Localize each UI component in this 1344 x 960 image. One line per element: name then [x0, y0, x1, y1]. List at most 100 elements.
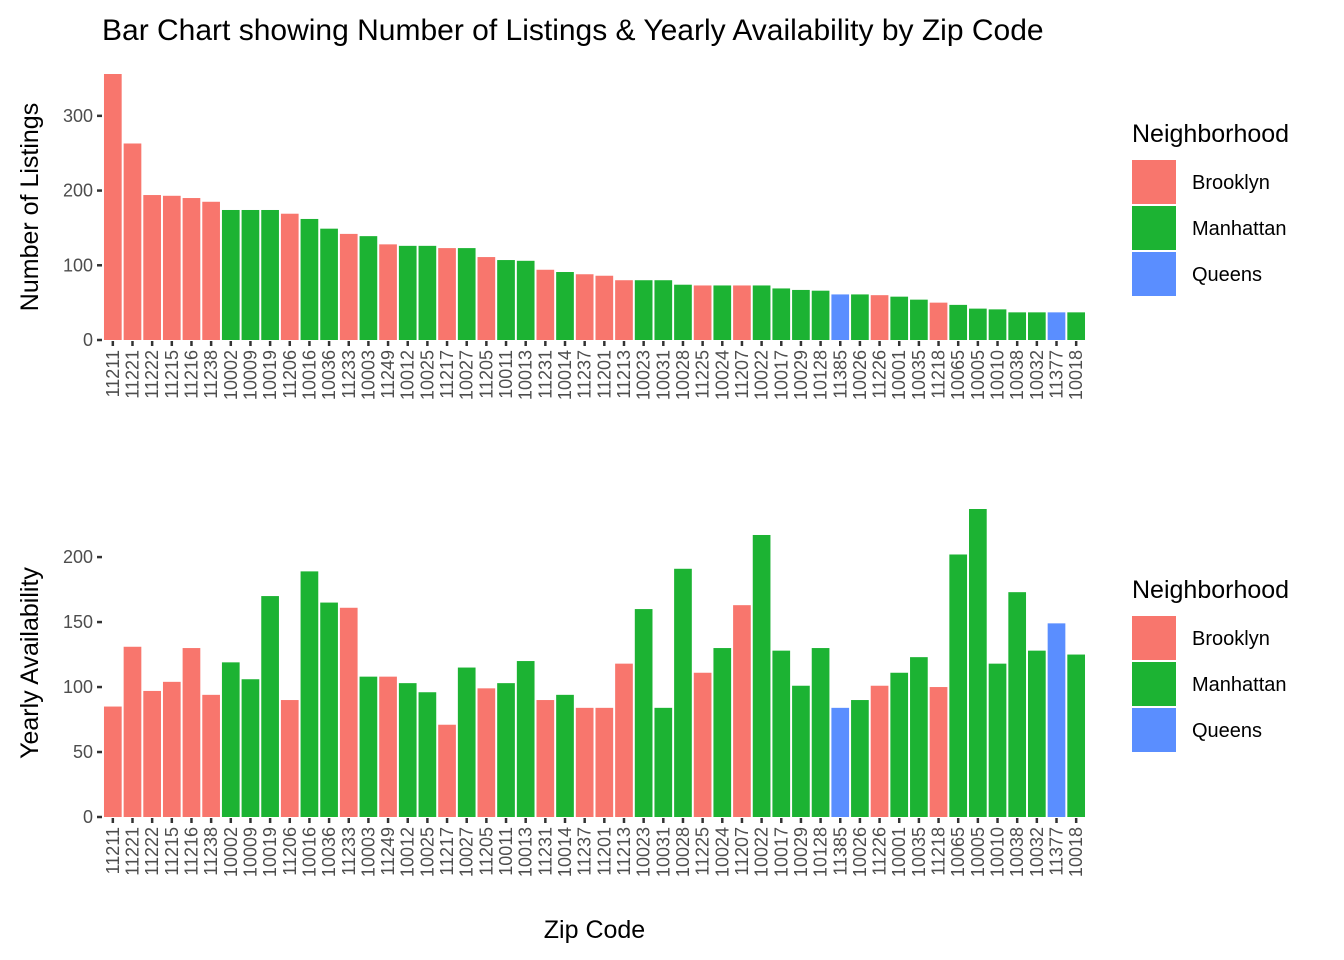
y-axis-title: Yearly Availability — [16, 567, 44, 759]
x-tick-label: 10013 — [516, 350, 536, 400]
y-axis-title: Number of Listings — [16, 103, 44, 311]
x-tick-label: 11207 — [732, 350, 752, 399]
bar-10012 — [398, 683, 417, 817]
y-tick-label: 200 — [63, 547, 93, 567]
bar-11218 — [929, 302, 948, 340]
x-tick-label: 10011 — [496, 827, 516, 876]
chart-title: Bar Chart showing Number of Listings & Y… — [102, 14, 1044, 47]
legend-label-manhattan: Manhattan — [1192, 674, 1287, 696]
bar-11237 — [575, 274, 594, 340]
bar-10013 — [516, 661, 535, 817]
x-tick-label: 10010 — [988, 350, 1008, 400]
x-tick-label: 11238 — [201, 350, 221, 399]
bar-11217 — [438, 724, 456, 817]
bar-11211 — [103, 706, 122, 817]
x-tick-label: 10031 — [653, 350, 673, 400]
legend-label-brooklyn: Brooklyn — [1192, 172, 1270, 194]
bar-11233 — [339, 607, 358, 817]
bar-11385 — [831, 294, 850, 340]
y-tick-label: 50 — [73, 742, 93, 762]
bar-10035 — [910, 299, 928, 340]
bar-10026 — [851, 294, 869, 340]
bar-10018 — [1067, 654, 1086, 817]
x-tick-label: 11215 — [162, 350, 182, 399]
legend-label-queens: Queens — [1192, 264, 1262, 286]
x-tick-label: 10009 — [240, 350, 260, 400]
x-axis-title: Zip Code — [544, 916, 645, 944]
bar-10025 — [418, 692, 437, 817]
bar-10002 — [221, 209, 240, 340]
x-tick-label: 10019 — [260, 827, 280, 877]
x-tick-label: 11226 — [870, 827, 890, 876]
bar-10036 — [320, 602, 338, 817]
bar-10031 — [654, 280, 673, 340]
x-tick-label: 11222 — [142, 350, 162, 399]
bar-10003 — [359, 676, 378, 817]
x-tick-label: 10003 — [358, 827, 378, 877]
bar-10016 — [300, 571, 319, 817]
bar-11205 — [477, 257, 496, 340]
bar-10019 — [261, 209, 279, 340]
bar-10005 — [969, 509, 987, 817]
bar-10038 — [1008, 312, 1027, 340]
x-tick-label: 10065 — [948, 350, 968, 400]
bar-11221 — [123, 143, 142, 340]
x-tick-label: 11233 — [339, 350, 359, 399]
bar-10016 — [300, 218, 319, 340]
bar-11238 — [202, 201, 220, 340]
x-tick-label: 10022 — [752, 827, 772, 877]
bar-10024 — [713, 285, 732, 340]
x-tick-label: 11206 — [280, 827, 300, 876]
bar-10009 — [241, 209, 260, 340]
x-tick-label: 10023 — [634, 827, 654, 877]
bar-11201 — [595, 707, 614, 817]
bar-11377 — [1047, 312, 1066, 340]
bar-10011 — [497, 260, 515, 340]
bar-10001 — [890, 672, 909, 817]
x-tick-label: 10027 — [457, 350, 477, 400]
bar-11206 — [280, 700, 299, 817]
y-tick-label: 0 — [83, 330, 93, 350]
bar-11207 — [733, 285, 751, 340]
legend-key-brooklyn — [1132, 616, 1176, 660]
x-tick-label: 10017 — [771, 350, 791, 400]
bar-11216 — [182, 198, 201, 340]
bar-11231 — [536, 700, 555, 817]
legend-label-manhattan: Manhattan — [1192, 218, 1287, 240]
listings-panel: 11211 11221 11222 11215 11216 11238 10002 10009… — [16, 74, 1289, 400]
bar-11225 — [693, 672, 712, 817]
x-tick-label: 11233 — [339, 827, 359, 876]
x-tick-label: 11238 — [201, 827, 221, 876]
bar-11238 — [202, 694, 220, 817]
bar-11222 — [143, 195, 161, 340]
bar-10065 — [949, 304, 968, 340]
x-tick-label: 11211 — [103, 350, 123, 397]
x-tick-label: 11213 — [614, 350, 634, 399]
legend-title: Neighborhood — [1132, 120, 1289, 148]
x-tick-label: 11221 — [122, 350, 142, 399]
x-tick-label: 10035 — [909, 350, 929, 400]
bar-11226 — [870, 685, 889, 817]
bar-11237 — [575, 707, 594, 817]
bar-11231 — [536, 269, 555, 340]
x-tick-label: 11222 — [142, 827, 162, 876]
bar-10128 — [811, 648, 830, 817]
legend-key-queens — [1132, 252, 1176, 296]
bar-10019 — [261, 596, 279, 817]
x-tick-label: 10029 — [791, 350, 811, 400]
bar-10024 — [713, 648, 732, 817]
x-tick-label: 10024 — [712, 350, 732, 400]
bar-10038 — [1008, 592, 1027, 817]
bar-10032 — [1028, 650, 1046, 817]
x-tick-label: 11201 — [594, 350, 614, 399]
x-tick-label: 10036 — [319, 827, 339, 877]
x-tick-label: 10001 — [889, 350, 909, 400]
x-tick-label: 10036 — [319, 350, 339, 400]
x-tick-label: 11216 — [181, 827, 201, 876]
x-tick-label: 10003 — [358, 350, 378, 400]
x-tick-label: 10032 — [1027, 827, 1047, 877]
x-tick-label: 10014 — [555, 350, 575, 400]
x-tick-label: 11249 — [378, 350, 398, 399]
x-tick-label: 11225 — [693, 350, 713, 399]
x-tick-label: 10031 — [653, 827, 673, 877]
